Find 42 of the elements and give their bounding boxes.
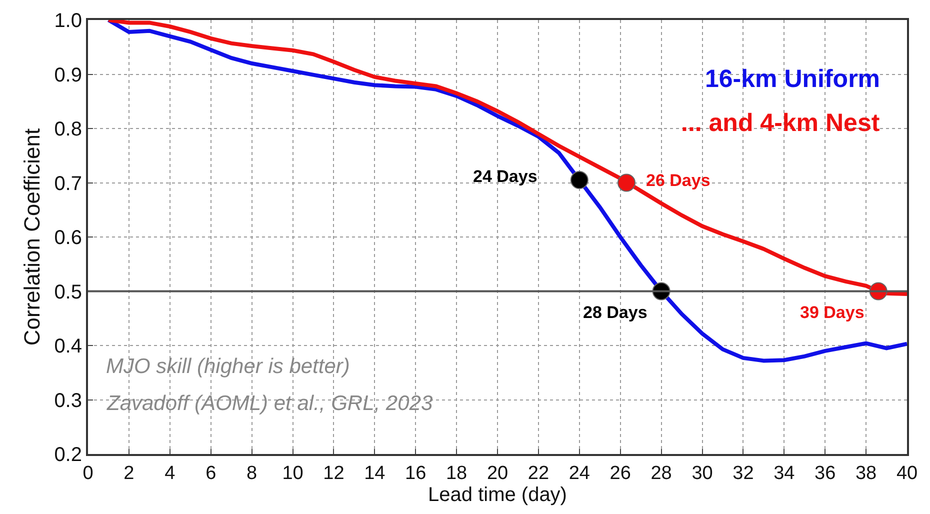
x-tick-label: 18 [446,462,468,484]
x-tick-label: 8 [246,462,258,484]
point [570,171,588,190]
annotation: 28 Days [583,303,648,322]
y-tick-label: 0.7 [54,172,82,195]
x-tick-label: 6 [206,462,216,484]
y-tick-label: 0.6 [54,227,82,249]
x-tick-label: 16 [405,462,426,484]
y-tick-label: 0.9 [54,64,82,86]
x-tick-label: 0 [82,462,94,484]
x-tick-label: 12 [323,462,344,484]
x-tick-label: 26 [610,462,631,484]
x-tick-label: 38 [855,462,877,484]
x-tick-label: 32 [732,462,754,484]
y-tick-label: 0.2 [54,444,82,466]
x-tick-label: 24 [568,462,590,484]
x-tick-label: 40 [896,462,918,484]
x-tick-label: 30 [692,462,713,484]
x-axis-title: Lead time (day) [428,484,567,506]
annotation: 26 Days [646,171,710,190]
x-tick-label: 36 [814,462,836,484]
x-tick-label: 22 [528,462,550,484]
x-tick-label: 20 [486,462,508,484]
y-tick-label: 0.4 [54,336,82,358]
x-tick-label: 4 [164,462,176,484]
text: ... and 4-km Nest [681,109,880,137]
x-tick-label: 14 [364,462,386,484]
annotation: 39 Days [800,303,864,322]
y-axis-title: Correlation Coefficient [19,128,44,346]
y-tick-label: 1.0 [54,10,82,32]
x-tick-label: 2 [124,462,134,484]
text: 16-km Uniform [705,65,880,93]
annotation: MJO skill (higher is better) [106,355,350,378]
point [618,174,636,192]
x-tick-label: 28 [650,462,672,484]
y-tick-label: 0.8 [54,118,82,140]
x-tick-label: 10 [282,462,304,484]
y-tick-label: 0.5 [54,281,82,304]
annotation: 24 Days [473,167,538,186]
y-tick-label: 0.3 [54,390,82,412]
annotation: Zavadoff (AOML) et al., GRL, 2023 [106,392,433,415]
x-tick-label: 34 [774,462,796,484]
